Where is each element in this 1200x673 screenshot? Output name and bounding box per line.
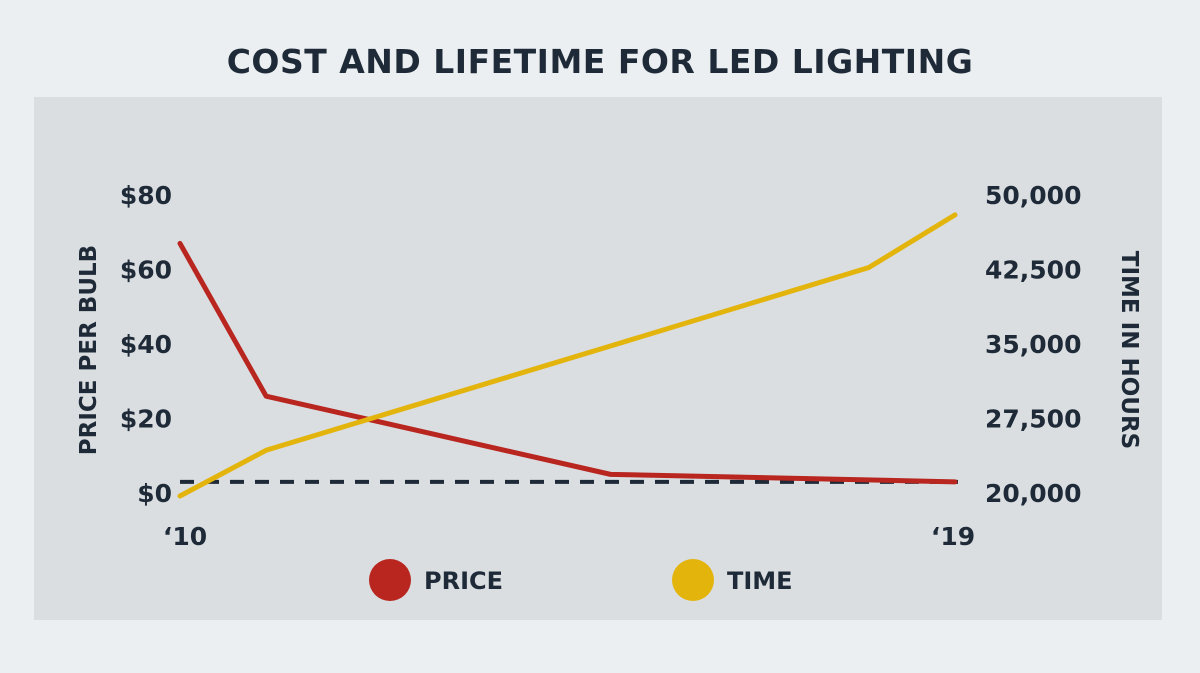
- right-tick-label: 50,000: [985, 181, 1081, 210]
- legend-swatch-price: [369, 559, 411, 601]
- legend-label-time: TIME: [727, 567, 793, 595]
- plot-panel: [34, 97, 1162, 620]
- series-lines: [177, 212, 958, 499]
- x-tick-label: ‘10: [163, 522, 207, 551]
- chart-title: COST AND LIFETIME FOR LED LIGHTING: [226, 42, 974, 81]
- right-axis-ticks: 50,000 42,500 35,000 27,500 20,000: [985, 181, 1081, 508]
- left-tick-label: $60: [120, 256, 172, 285]
- series-line-time: [177, 212, 958, 499]
- series-line-price: [177, 240, 958, 485]
- right-axis-label: TIME IN HOURS: [1116, 251, 1142, 449]
- x-axis-ticks: ‘10 ‘19: [163, 522, 975, 551]
- left-axis-ticks: $80 $60 $40 $20 $0: [120, 181, 172, 508]
- right-tick-label: 42,500: [985, 256, 1081, 285]
- x-tick-label: ‘19: [931, 522, 975, 551]
- left-tick-label: $0: [137, 479, 172, 508]
- right-tick-label: 35,000: [985, 330, 1081, 359]
- left-tick-label: $20: [120, 405, 172, 434]
- left-tick-label: $80: [120, 181, 172, 210]
- left-tick-label: $40: [120, 330, 172, 359]
- left-axis-label: PRICE PER BULB: [76, 245, 102, 455]
- right-tick-label: 27,500: [985, 405, 1081, 434]
- right-tick-label: 20,000: [985, 479, 1081, 508]
- legend-label-price: PRICE: [424, 567, 503, 595]
- legend-swatch-time: [672, 559, 714, 601]
- legend: PRICE TIME: [369, 559, 793, 601]
